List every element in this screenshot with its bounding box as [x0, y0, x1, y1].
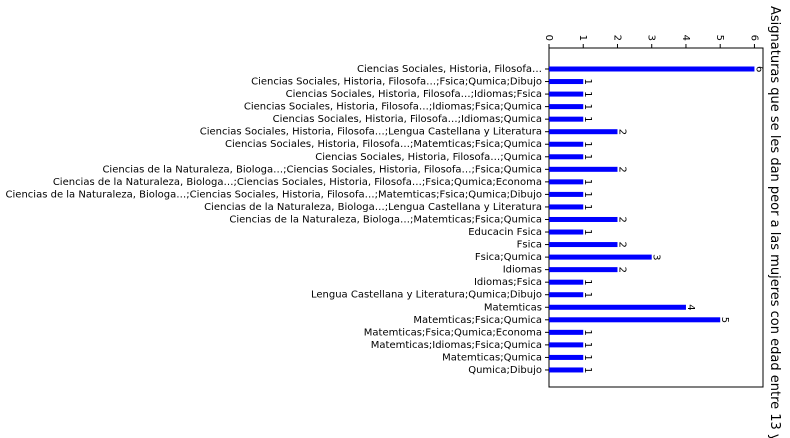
bar: [549, 129, 618, 135]
y-tick-label: Ciencias Sociales, Historia, Filosofa…;I…: [286, 89, 542, 100]
y-tick-label: Fsica: [517, 240, 542, 251]
x-tick-label: 5: [714, 35, 725, 41]
value-label: 1: [582, 204, 593, 210]
bar: [549, 354, 584, 360]
x-tick-label: 0: [543, 35, 554, 41]
bar: [549, 254, 652, 260]
bar: [549, 292, 584, 298]
bar: [549, 229, 584, 235]
y-tick-label: Ciencias Sociales, Historia, Filosofa…;F…: [251, 77, 542, 88]
bar: [549, 342, 584, 348]
value-label: 1: [582, 367, 593, 373]
value-label: 1: [582, 229, 593, 235]
value-label: 1: [582, 154, 593, 160]
bar: [549, 191, 584, 197]
bar: [549, 66, 755, 72]
y-tick-label: Ciencias Sociales, Historia, Filosofa…;L…: [200, 127, 542, 138]
y-tick-label: Matemticas;Fsica;Qumica: [413, 315, 542, 326]
value-label: 1: [582, 141, 593, 147]
y-tick-label: Ciencias Sociales, Historia, Filosofa…;I…: [273, 114, 542, 125]
bar: [549, 329, 584, 335]
value-label: 2: [616, 267, 627, 273]
bar: [549, 141, 584, 147]
y-tick-label: Ciencias Sociales, Historia, Filosofa…;I…: [244, 102, 542, 113]
bar: [549, 204, 584, 210]
bar: [549, 166, 618, 172]
value-label: 1: [582, 279, 593, 285]
value-label: 1: [582, 91, 593, 97]
value-label: 1: [582, 342, 593, 348]
value-label: 2: [616, 166, 627, 172]
y-tick-label: Ciencias de la Naturaleza, Biologa…;Cien…: [102, 164, 542, 175]
value-label: 1: [582, 354, 593, 360]
value-label: 1: [582, 116, 593, 122]
bar: [549, 116, 584, 122]
y-tick-label: Fsica;Qumica: [475, 252, 542, 263]
chart-title: Asignaturas que se les dan peor a las mu…: [767, 6, 782, 438]
bar: [549, 179, 584, 185]
value-label: 4: [685, 304, 696, 310]
y-tick-label: Ciencias Sociales, Historia, Filosofa…;M…: [225, 139, 542, 150]
y-tick-label: Ciencias de la Naturaleza, Biologa…;Cien…: [6, 189, 542, 200]
x-tick-label: 3: [646, 35, 657, 41]
value-label: 3: [651, 254, 662, 260]
y-tick-label: Idiomas: [503, 265, 542, 276]
x-tick-label: 6: [748, 35, 759, 41]
value-label: 2: [616, 129, 627, 135]
bar: [549, 91, 584, 97]
y-tick-label: Matemticas: [484, 302, 542, 313]
bar: [549, 304, 686, 310]
y-tick-label: Ciencias de la Naturaleza, Biologa…;Mate…: [229, 214, 542, 225]
value-label: 5: [719, 317, 730, 323]
value-label: 1: [582, 191, 593, 197]
bar: [549, 216, 618, 222]
value-label: 6: [753, 66, 764, 72]
bar: [549, 79, 584, 85]
y-tick-label: Ciencias Sociales, Historia, Filosofa…: [357, 64, 542, 75]
y-tick-label: Lengua Castellana y Literatura;Qumica;Di…: [311, 290, 542, 301]
value-label: 1: [582, 329, 593, 335]
y-tick-label: Ciencias Sociales, Historia, Filosofa…;Q…: [315, 152, 542, 163]
value-label: 1: [582, 79, 593, 85]
bar: [549, 154, 584, 160]
y-tick-label: Ciencias de la Naturaleza, Biologa…;Cien…: [53, 177, 542, 188]
y-tick-label: Matemticas;Qumica: [442, 352, 542, 363]
y-tick-label: Qumica;Dibujo: [468, 365, 542, 376]
y-tick-label: Matemticas;Fsica;Qumica;Economa: [364, 327, 542, 338]
value-label: 1: [582, 292, 593, 298]
bar: [549, 104, 584, 110]
value-label: 1: [582, 104, 593, 110]
bar: [549, 279, 584, 285]
x-tick-label: 2: [611, 35, 622, 41]
value-label: 1: [582, 179, 593, 185]
x-tick-label: 4: [680, 35, 691, 41]
bar: [549, 317, 721, 323]
y-tick-label: Matemticas;Idiomas;Fsica;Qumica: [371, 340, 542, 351]
bar: [549, 367, 584, 373]
value-label: 2: [616, 242, 627, 248]
y-tick-label: Idiomas;Fsica: [474, 277, 542, 288]
value-label: 2: [616, 216, 627, 222]
bar: [549, 242, 618, 248]
y-tick-label: Educacin Fsica: [468, 227, 542, 238]
bar: [549, 267, 618, 273]
y-tick-label: Ciencias de la Naturaleza, Biologa…;Leng…: [204, 202, 542, 213]
x-tick-label: 1: [577, 35, 588, 41]
